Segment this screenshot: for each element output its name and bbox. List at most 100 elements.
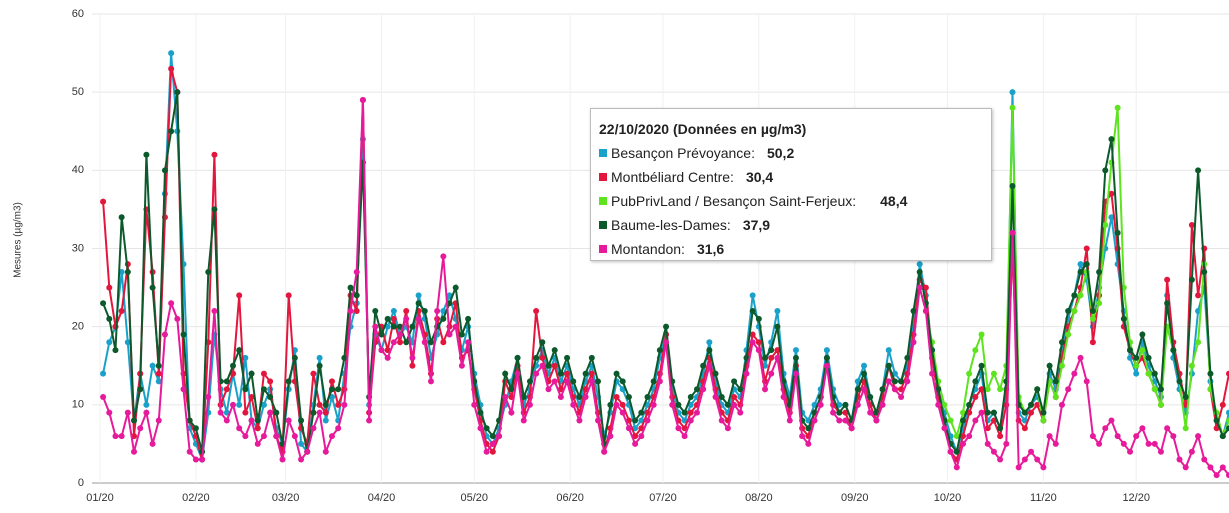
data-point	[724, 401, 731, 408]
data-point	[310, 425, 317, 432]
data-point	[242, 354, 249, 361]
data-point	[916, 284, 923, 291]
data-point	[582, 370, 589, 377]
data-point	[100, 370, 107, 377]
data-point	[446, 331, 453, 338]
data-point	[539, 362, 546, 369]
tooltip-value: 37,9	[742, 217, 771, 233]
data-point	[1176, 456, 1183, 463]
data-point	[502, 370, 509, 377]
data-point	[830, 409, 837, 416]
data-point	[285, 417, 292, 424]
data-point	[316, 362, 323, 369]
data-point	[1157, 386, 1164, 393]
data-point	[1096, 300, 1103, 307]
data-point	[137, 386, 144, 393]
data-point	[440, 253, 447, 260]
data-point	[390, 308, 397, 315]
data-point	[718, 394, 725, 401]
data-point	[972, 417, 979, 424]
data-point	[1102, 222, 1109, 229]
data-point	[161, 331, 168, 338]
data-point	[675, 425, 682, 432]
data-point	[1151, 370, 1158, 377]
data-point	[1089, 315, 1096, 322]
data-point	[112, 347, 119, 354]
data-point	[328, 433, 335, 440]
data-point	[508, 386, 515, 393]
x-tick-label: 08/20	[745, 492, 773, 504]
data-point	[737, 386, 744, 393]
data-point	[199, 456, 206, 463]
data-point	[1089, 433, 1096, 440]
data-point	[1133, 362, 1140, 369]
data-point	[997, 425, 1004, 432]
x-tick-label: 11/20	[1030, 492, 1057, 504]
data-point	[155, 362, 162, 369]
tooltip: 22/10/2020 (Données en µg/m3) Besançon P…	[590, 108, 992, 261]
data-point	[656, 347, 663, 354]
data-point	[1089, 339, 1096, 346]
data-point	[1114, 104, 1121, 111]
data-point	[1182, 425, 1189, 432]
data-point	[514, 354, 521, 361]
data-point	[545, 362, 552, 369]
data-point	[285, 292, 292, 299]
data-point	[953, 433, 960, 440]
data-point	[551, 362, 558, 369]
data-point	[1133, 433, 1140, 440]
data-point	[520, 394, 527, 401]
data-point	[155, 370, 162, 377]
data-point	[496, 433, 503, 440]
data-point	[762, 354, 769, 361]
data-point	[564, 354, 571, 361]
data-point	[687, 394, 694, 401]
data-point	[1188, 222, 1195, 229]
data-point	[483, 448, 490, 455]
data-point	[1195, 433, 1202, 440]
data-point	[149, 362, 156, 369]
data-point	[638, 433, 645, 440]
data-point	[514, 370, 521, 377]
data-point	[898, 394, 905, 401]
data-point	[675, 401, 682, 408]
data-point	[1170, 433, 1177, 440]
data-point	[564, 378, 571, 385]
data-point	[910, 339, 917, 346]
data-point	[904, 354, 911, 361]
data-point	[384, 315, 391, 322]
data-point	[1151, 386, 1158, 393]
data-point	[260, 386, 267, 393]
data-point	[211, 151, 218, 158]
data-point	[465, 339, 472, 346]
y-tick-label: 40	[72, 164, 84, 176]
data-point	[285, 378, 292, 385]
data-point	[1052, 378, 1059, 385]
data-point	[885, 362, 892, 369]
data-point	[341, 354, 348, 361]
data-point	[811, 417, 818, 424]
data-point	[427, 378, 434, 385]
data-point	[663, 323, 670, 330]
data-point	[458, 331, 465, 338]
data-point	[941, 425, 948, 432]
data-point	[489, 433, 496, 440]
data-point	[124, 268, 131, 275]
data-point	[1052, 440, 1059, 447]
data-point	[1102, 425, 1109, 432]
data-point	[650, 378, 657, 385]
data-point	[799, 433, 806, 440]
data-point	[1114, 433, 1121, 440]
data-point	[415, 315, 422, 322]
data-point	[452, 284, 459, 291]
data-point	[236, 347, 243, 354]
data-point	[1219, 464, 1226, 471]
data-point	[1083, 245, 1090, 252]
data-point	[106, 315, 113, 322]
data-point	[1226, 417, 1229, 424]
data-point	[941, 401, 948, 408]
tooltip-label: Montandon:	[611, 241, 685, 257]
data-point	[366, 417, 373, 424]
series	[100, 96, 1229, 479]
